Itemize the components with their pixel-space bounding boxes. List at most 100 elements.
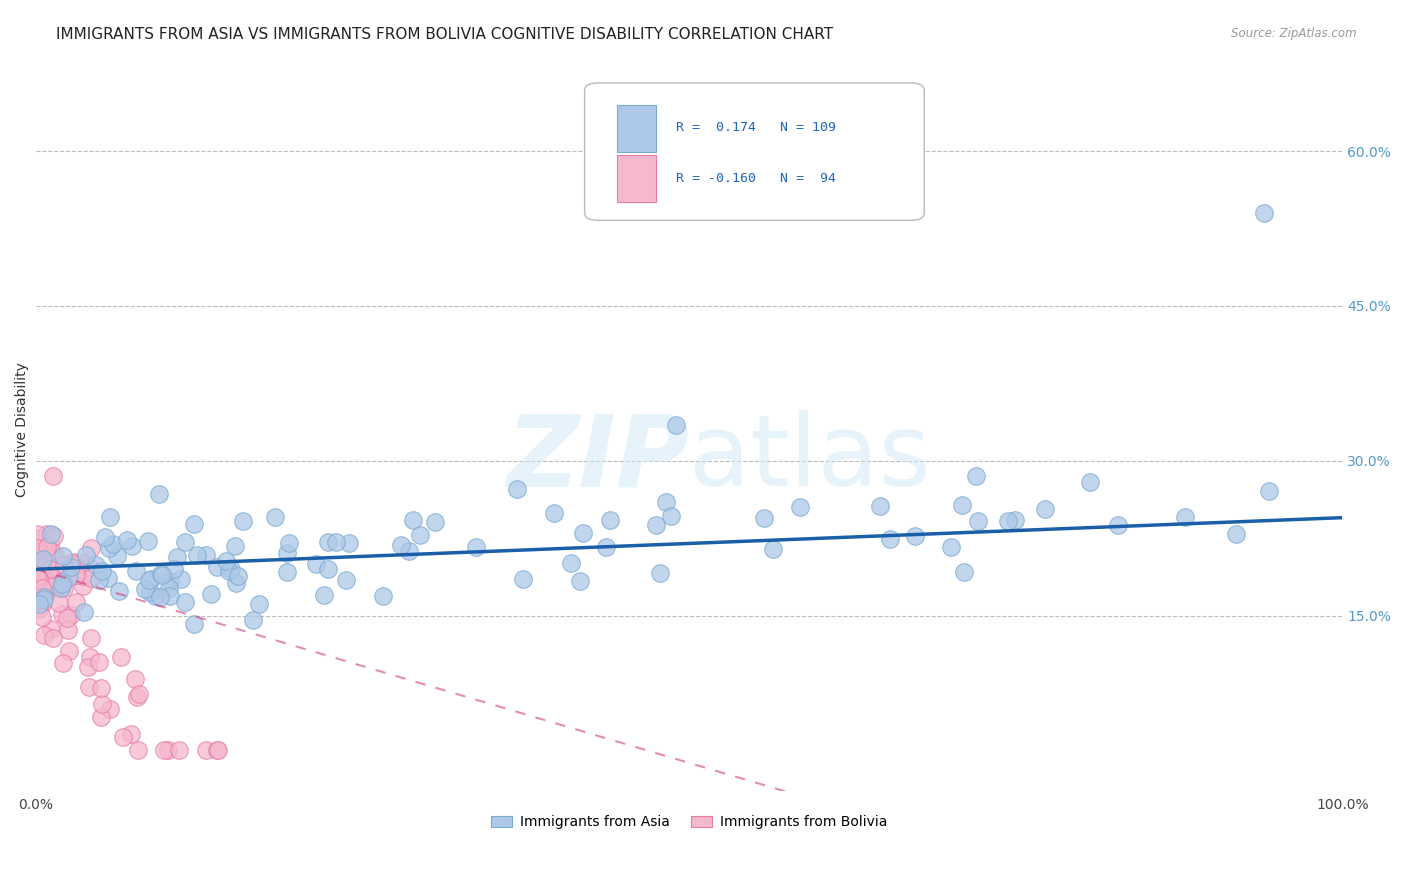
Point bbox=[31, 573, 53, 587]
Point bbox=[25, 555, 48, 569]
Point bbox=[51, 607, 73, 622]
Point bbox=[32, 628, 55, 642]
Point bbox=[56, 571, 79, 585]
Point bbox=[111, 730, 134, 744]
Point bbox=[138, 573, 160, 587]
Point bbox=[595, 540, 617, 554]
Point bbox=[762, 542, 785, 557]
Point bbox=[337, 536, 360, 550]
Point bbox=[138, 584, 160, 599]
Point bbox=[373, 589, 395, 603]
Point bbox=[87, 655, 110, 669]
Point bbox=[98, 509, 121, 524]
Point bbox=[30, 590, 52, 604]
Point bbox=[543, 507, 565, 521]
Point bbox=[115, 533, 138, 547]
Point bbox=[34, 587, 56, 601]
Point bbox=[25, 526, 48, 541]
Point bbox=[159, 574, 181, 588]
Point bbox=[37, 541, 59, 555]
Point bbox=[27, 602, 49, 616]
Point bbox=[60, 557, 83, 571]
Point bbox=[465, 540, 488, 554]
Point bbox=[28, 554, 51, 568]
Point bbox=[264, 509, 287, 524]
Point bbox=[207, 743, 229, 757]
Point bbox=[97, 571, 120, 585]
Point bbox=[27, 554, 49, 568]
Point bbox=[31, 567, 53, 582]
Point bbox=[205, 743, 228, 757]
Legend: Immigrants from Asia, Immigrants from Bolivia: Immigrants from Asia, Immigrants from Bo… bbox=[485, 810, 893, 835]
Point bbox=[93, 530, 115, 544]
Point bbox=[150, 567, 173, 582]
Point bbox=[65, 594, 87, 608]
Point bbox=[127, 743, 149, 757]
Point bbox=[52, 582, 75, 596]
Point bbox=[45, 573, 67, 587]
Point bbox=[30, 574, 52, 589]
Point bbox=[39, 538, 62, 552]
Point bbox=[183, 517, 205, 532]
Point bbox=[644, 518, 666, 533]
Point bbox=[28, 543, 51, 558]
Point bbox=[73, 605, 96, 619]
Point bbox=[128, 687, 150, 701]
Point bbox=[1257, 484, 1279, 499]
Point bbox=[52, 575, 75, 590]
Point bbox=[52, 549, 75, 563]
Point bbox=[389, 538, 412, 552]
Point bbox=[27, 554, 49, 568]
Point bbox=[153, 743, 176, 757]
Text: Source: ZipAtlas.com: Source: ZipAtlas.com bbox=[1232, 27, 1357, 40]
Point bbox=[506, 482, 529, 496]
Point bbox=[966, 469, 988, 483]
Point bbox=[276, 565, 298, 579]
Point bbox=[48, 595, 70, 609]
Point bbox=[195, 548, 218, 562]
FancyBboxPatch shape bbox=[585, 83, 924, 220]
Point bbox=[31, 610, 53, 624]
Point bbox=[98, 702, 121, 716]
Point bbox=[1004, 513, 1026, 527]
Point bbox=[402, 513, 425, 527]
Point bbox=[568, 574, 591, 588]
Point bbox=[32, 592, 55, 607]
Point bbox=[316, 562, 339, 576]
Point bbox=[183, 617, 205, 632]
Point bbox=[42, 469, 65, 483]
Point bbox=[42, 632, 65, 646]
Point bbox=[27, 598, 49, 612]
FancyBboxPatch shape bbox=[617, 155, 657, 202]
Point bbox=[34, 574, 56, 588]
Point bbox=[650, 566, 672, 581]
Point bbox=[79, 649, 101, 664]
Point bbox=[52, 656, 75, 670]
Point bbox=[174, 534, 197, 549]
Point bbox=[242, 613, 264, 627]
Point bbox=[32, 552, 55, 566]
Point bbox=[1174, 510, 1197, 524]
Point bbox=[655, 495, 678, 509]
Point bbox=[997, 514, 1019, 528]
Point bbox=[28, 540, 51, 554]
Point bbox=[215, 554, 238, 568]
Point bbox=[659, 509, 682, 524]
Point bbox=[84, 558, 107, 572]
Point bbox=[25, 541, 48, 556]
Point bbox=[571, 526, 593, 541]
Point bbox=[25, 570, 48, 584]
Point bbox=[966, 515, 988, 529]
Point bbox=[62, 555, 84, 569]
Point bbox=[75, 548, 97, 562]
Point bbox=[335, 574, 357, 588]
Point bbox=[174, 595, 197, 609]
Point bbox=[409, 528, 432, 542]
Point bbox=[665, 417, 688, 432]
Point bbox=[80, 631, 103, 645]
Point bbox=[90, 697, 112, 711]
Point bbox=[25, 560, 48, 574]
Point bbox=[157, 581, 180, 595]
Point bbox=[27, 581, 49, 595]
Point bbox=[53, 558, 76, 573]
